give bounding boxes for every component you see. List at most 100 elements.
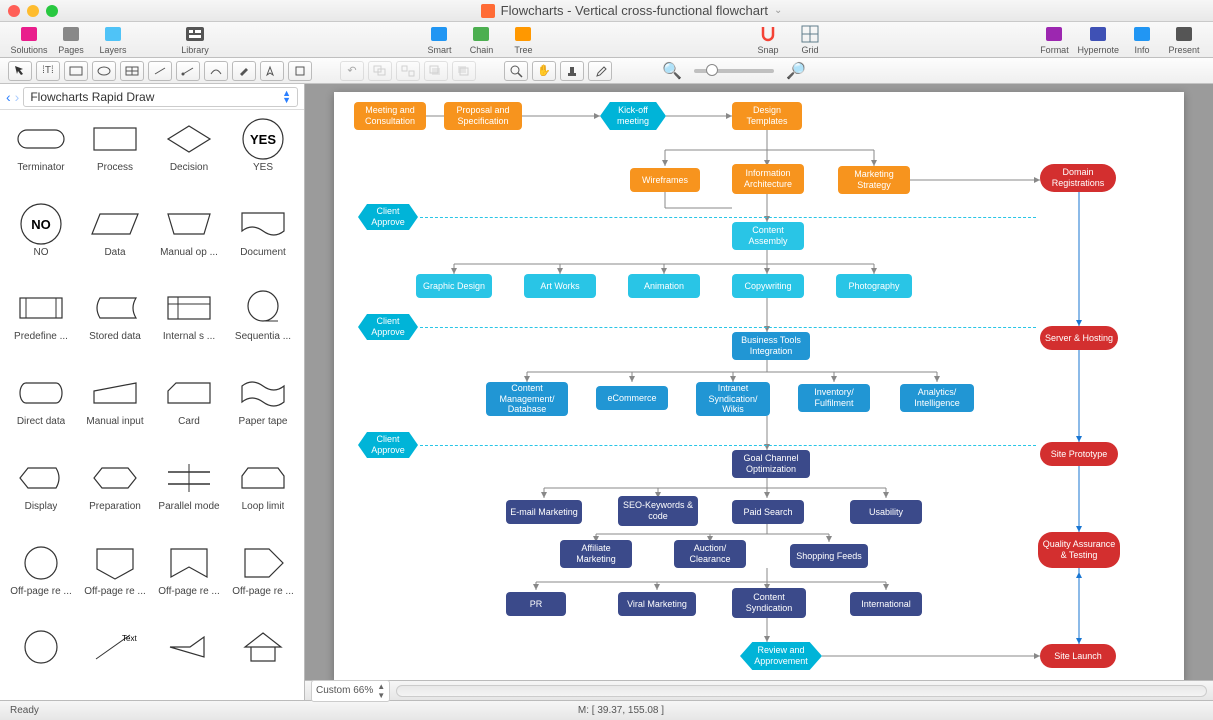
zoom-in-button[interactable]: 🔎 bbox=[784, 61, 808, 81]
node-n18[interactable]: eCommerce bbox=[596, 386, 668, 410]
node-n15[interactable]: Business Tools Integration bbox=[732, 332, 810, 360]
node-ca3[interactable]: Client Approve bbox=[358, 432, 418, 458]
back-button[interactable] bbox=[452, 61, 476, 81]
node-n29[interactable]: Auction/ Clearance bbox=[674, 540, 746, 568]
library-selector[interactable]: Flowcharts Rapid Draw ▲▼ bbox=[23, 87, 298, 107]
node-n30[interactable]: Shopping Feeds bbox=[790, 544, 868, 568]
node-n19[interactable]: Intranet Syndication/ Wikis bbox=[696, 382, 770, 416]
brush-tool[interactable] bbox=[232, 61, 256, 81]
hand-tool[interactable]: ✋ bbox=[532, 61, 556, 81]
canvas-scroll[interactable]: Meeting and ConsultationProposal and Spe… bbox=[305, 84, 1213, 680]
lib-fwd-button[interactable]: › bbox=[15, 89, 20, 105]
node-n2[interactable]: Proposal and Specification bbox=[444, 102, 522, 130]
shape-offpage2[interactable]: Off-page re ... bbox=[78, 538, 152, 623]
eyedropper-tool[interactable] bbox=[588, 61, 612, 81]
solutions-button[interactable]: Solutions bbox=[10, 24, 48, 55]
node-n32[interactable]: PR bbox=[506, 592, 566, 616]
shape-amp[interactable] bbox=[152, 622, 226, 696]
info-button[interactable]: Info bbox=[1123, 24, 1161, 55]
curve-tool[interactable] bbox=[204, 61, 228, 81]
shape-manualop[interactable]: Manual op ... bbox=[152, 199, 226, 284]
page[interactable]: Meeting and ConsultationProposal and Spe… bbox=[334, 92, 1184, 680]
close-button[interactable] bbox=[8, 5, 20, 17]
shape-process[interactable]: Process bbox=[78, 114, 152, 199]
shape-parallel[interactable]: Parallel mode bbox=[152, 453, 226, 538]
stamp-tool[interactable] bbox=[560, 61, 584, 81]
chain-button[interactable]: Chain bbox=[462, 24, 500, 55]
layers-button[interactable]: Layers bbox=[94, 24, 132, 55]
shape-offpage4[interactable]: Off-page re ... bbox=[226, 538, 300, 623]
undo-button[interactable]: ↶ bbox=[340, 61, 364, 81]
node-n28[interactable]: Affiliate Marketing bbox=[560, 540, 632, 568]
front-button[interactable] bbox=[424, 61, 448, 81]
zoom-slider[interactable] bbox=[694, 69, 774, 73]
node-n3[interactable]: Kick-off meeting bbox=[600, 102, 666, 130]
shape-card[interactable]: Card bbox=[152, 368, 226, 453]
maximize-button[interactable] bbox=[46, 5, 58, 17]
node-n5[interactable]: Wireframes bbox=[630, 168, 700, 192]
crop-tool[interactable] bbox=[288, 61, 312, 81]
select-tool[interactable] bbox=[8, 61, 32, 81]
node-n33[interactable]: Viral Marketing bbox=[618, 592, 696, 616]
node-n22[interactable]: Goal Channel Optimization bbox=[732, 450, 810, 478]
group-button[interactable] bbox=[368, 61, 392, 81]
node-n10[interactable]: Graphic Design bbox=[416, 274, 492, 298]
shape-papertape[interactable]: Paper tape bbox=[226, 368, 300, 453]
table-tool[interactable] bbox=[120, 61, 144, 81]
lib-back-button[interactable]: ‹ bbox=[6, 89, 11, 105]
node-n23[interactable]: Site Prototype bbox=[1040, 442, 1118, 466]
node-n17[interactable]: Content Management/ Database bbox=[486, 382, 568, 416]
node-n20[interactable]: Inventory/ Fulfilment bbox=[798, 384, 870, 412]
connector-tool[interactable] bbox=[176, 61, 200, 81]
node-n6[interactable]: Information Architecture bbox=[732, 164, 804, 194]
node-n9[interactable]: Content Assembly bbox=[732, 222, 804, 250]
shape-display[interactable]: Display bbox=[4, 453, 78, 538]
shape-decision[interactable]: Decision bbox=[152, 114, 226, 199]
ungroup-button[interactable] bbox=[396, 61, 420, 81]
shape-document[interactable]: Document bbox=[226, 199, 300, 284]
present-button[interactable]: Present bbox=[1165, 24, 1203, 55]
node-n26[interactable]: Paid Search bbox=[732, 500, 804, 524]
node-n13[interactable]: Copywriting bbox=[732, 274, 804, 298]
minimize-button[interactable] bbox=[27, 5, 39, 17]
rect-tool[interactable] bbox=[64, 61, 88, 81]
node-n11[interactable]: Art Works bbox=[524, 274, 596, 298]
format-button[interactable]: Format bbox=[1035, 24, 1073, 55]
node-n34[interactable]: Content Syndication bbox=[732, 588, 806, 618]
line-tool[interactable] bbox=[148, 61, 172, 81]
shape-manualinput[interactable]: Manual input bbox=[78, 368, 152, 453]
node-n35[interactable]: International bbox=[850, 592, 922, 616]
node-n8[interactable]: Domain Registrations bbox=[1040, 164, 1116, 192]
shape-no[interactable]: NONO bbox=[4, 199, 78, 284]
node-n21[interactable]: Analytics/ Intelligence bbox=[900, 384, 974, 412]
shape-offpage3[interactable]: Off-page re ... bbox=[152, 538, 226, 623]
node-n4[interactable]: Design Templates bbox=[732, 102, 802, 130]
zoom-tool[interactable] bbox=[504, 61, 528, 81]
shape-predefined[interactable]: Predefine ... bbox=[4, 283, 78, 368]
shape-yes[interactable]: YESYES bbox=[226, 114, 300, 199]
zoom-select[interactable]: Custom 66% ▲▼ bbox=[311, 680, 390, 702]
node-ca2[interactable]: Client Approve bbox=[358, 314, 418, 340]
node-n7[interactable]: Marketing Strategy bbox=[838, 166, 910, 194]
node-n36[interactable]: Review and Approvement bbox=[740, 642, 822, 670]
smart-button[interactable]: Smart bbox=[420, 24, 458, 55]
shape-offpage1[interactable]: Off-page re ... bbox=[4, 538, 78, 623]
shape-preparation[interactable]: Preparation bbox=[78, 453, 152, 538]
shape-textline[interactable]: Text bbox=[78, 622, 152, 696]
node-n12[interactable]: Animation bbox=[628, 274, 700, 298]
shape-data[interactable]: Data bbox=[78, 199, 152, 284]
shape-looplimit[interactable]: Loop limit bbox=[226, 453, 300, 538]
shape-internal[interactable]: Internal s ... bbox=[152, 283, 226, 368]
node-n27[interactable]: Usability bbox=[850, 500, 922, 524]
pages-button[interactable]: Pages bbox=[52, 24, 90, 55]
node-n31[interactable]: Quality Assurance & Testing bbox=[1038, 532, 1120, 568]
text-tool[interactable]: ⁞T⁞ bbox=[36, 61, 60, 81]
shape-house[interactable] bbox=[226, 622, 300, 696]
pen-tool[interactable] bbox=[260, 61, 284, 81]
zoom-out-button[interactable]: 🔍 bbox=[660, 61, 684, 81]
node-n25[interactable]: SEO-Keywords & code bbox=[618, 496, 698, 526]
library-button[interactable]: Library bbox=[176, 24, 214, 55]
shape-sequential[interactable]: Sequentia ... bbox=[226, 283, 300, 368]
h-scrollbar[interactable] bbox=[396, 685, 1207, 697]
shape-stored[interactable]: Stored data bbox=[78, 283, 152, 368]
